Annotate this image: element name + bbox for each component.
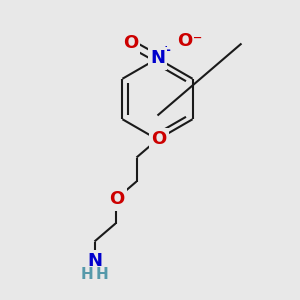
Text: N: N <box>87 252 102 270</box>
Text: +: + <box>160 44 171 58</box>
Text: O: O <box>123 34 138 52</box>
Text: H: H <box>81 267 93 282</box>
Text: N: N <box>150 50 165 68</box>
Text: O: O <box>110 190 124 208</box>
Text: O: O <box>177 32 192 50</box>
Text: H: H <box>96 267 108 282</box>
Text: O: O <box>152 130 166 148</box>
Text: −: − <box>190 31 202 45</box>
